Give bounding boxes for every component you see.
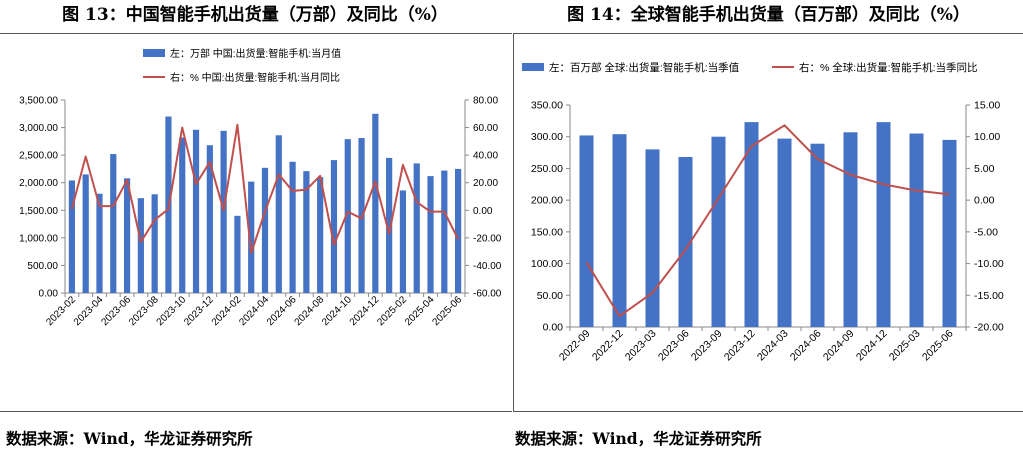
bar	[579, 135, 594, 327]
bar	[317, 177, 324, 293]
bar	[206, 145, 213, 293]
x-tick-label: 2023-03	[623, 328, 659, 364]
right-tick-label: 40.00	[473, 151, 498, 162]
left-tick-label: 150.00	[531, 226, 563, 238]
left-tick-label: 50.00	[537, 290, 563, 302]
left-tick-label: 500.00	[27, 261, 58, 272]
bar	[303, 171, 310, 293]
left-tick-label: 2,000.00	[19, 178, 58, 189]
global-chart-panel: 0.00 50.00 100.00 150.00 200.00 250.00 300.00 3…	[513, 33, 1023, 412]
x-tick-label: 2024-03	[755, 328, 791, 364]
china-chart-panel: 0.00 500.00 1,000.00 1,500.00 2,000.00 2,500.…	[0, 33, 512, 412]
bar	[234, 215, 241, 293]
right-tick-label: -5.00	[974, 226, 998, 238]
right-tick-label: 5.00	[974, 163, 995, 175]
left-tick-label: 1,000.00	[19, 233, 58, 244]
bar	[275, 135, 282, 293]
left-tick-label: 3,500.00	[19, 96, 58, 107]
x-tick-label: 2022-12	[590, 328, 626, 364]
x-tick-label: 2025-06	[430, 294, 464, 328]
bar	[137, 198, 144, 293]
bar	[645, 149, 660, 327]
bar	[68, 180, 75, 293]
bar	[711, 136, 726, 327]
bar	[289, 161, 296, 293]
right-tick-label: 0.00	[473, 206, 493, 217]
legend-bar-swatch	[522, 63, 544, 71]
bar	[441, 170, 448, 293]
bar	[123, 178, 131, 293]
left-tick-label: 3,000.00	[19, 123, 58, 134]
bar	[248, 181, 255, 293]
figure-13-title: 图 13：中国智能手机出货量（万部）及同比（%）	[62, 5, 448, 25]
bar	[777, 138, 792, 327]
bar	[110, 154, 117, 293]
left-tick-label: 300.00	[531, 131, 563, 143]
left-tick-label: 0.00	[39, 289, 59, 300]
bar	[82, 174, 89, 293]
bar	[151, 194, 158, 293]
bar	[744, 122, 759, 327]
figure-14-title: 图 14：全球智能手机出货量（百万部）及同比（%）	[567, 5, 970, 25]
legend-line-label: 右：% 中国:出货量:智能手机:当月同比	[170, 71, 340, 84]
left-tick-label: 1,500.00	[19, 206, 58, 217]
bar	[344, 139, 351, 293]
source-note-right: 数据来源：Wind，华龙证券研究所	[515, 429, 762, 448]
right-tick-label: -20.00	[473, 233, 502, 244]
bar	[612, 134, 627, 327]
china-shipments-chart: 0.00 500.00 1,000.00 1,500.00 2,000.00 2,500.…	[19, 47, 502, 328]
source-note-left: 数据来源：Wind，华龙证券研究所	[6, 429, 253, 448]
left-tick-label: 100.00	[531, 258, 563, 270]
bar	[909, 133, 924, 327]
x-tick-label: 2025-06	[920, 328, 956, 364]
legend-line-label: 右：% 全球:出货量:智能手机:当季同比	[799, 61, 978, 74]
bar	[386, 157, 393, 293]
right-tick-label: 10.00	[974, 131, 1000, 143]
x-tick-label: 2024-06	[788, 328, 824, 364]
bar	[261, 167, 269, 293]
left-tick-label: 200.00	[531, 195, 563, 207]
right-tick-label: -15.00	[974, 290, 1004, 302]
bar	[678, 157, 693, 327]
bar	[455, 168, 462, 293]
bar	[427, 176, 434, 293]
left-tick-label: 0.00	[543, 322, 564, 334]
x-tick-label: 2025-03	[887, 328, 923, 364]
right-tick-label: -20.00	[974, 322, 1004, 334]
bar	[810, 143, 825, 327]
bar	[399, 190, 407, 293]
legend-bar-swatch	[143, 49, 165, 57]
bar	[358, 138, 365, 293]
bar	[96, 193, 103, 293]
right-tick-label: 0.00	[974, 195, 995, 207]
right-tick-label: 80.00	[473, 96, 498, 107]
x-tick-label: 2023-09	[689, 328, 725, 364]
left-tick-label: 2,500.00	[19, 151, 58, 162]
legend-bar-label: 左：百万部 全球:出货量:智能手机:当季值	[549, 61, 740, 74]
bar	[942, 139, 957, 327]
right-tick-label: 60.00	[473, 123, 498, 134]
right-tick-label: -10.00	[974, 258, 1004, 270]
legend-bar-label: 左：万部 中国:出货量:智能手机:当月值	[170, 47, 341, 60]
yoy-line	[585, 124, 950, 318]
x-tick-label: 2024-09	[821, 328, 857, 364]
bar	[220, 130, 227, 293]
x-tick-label: 2023-12	[722, 328, 758, 364]
left-tick-label: 350.00	[531, 100, 563, 112]
right-tick-label: 15.00	[974, 100, 1000, 112]
bar	[192, 129, 200, 293]
right-tick-label: -40.00	[473, 261, 502, 272]
global-shipments-chart: 0.00 50.00 100.00 150.00 200.00 250.00 300.00 3…	[522, 61, 1004, 364]
x-tick-label: 2024-12	[854, 328, 890, 364]
right-tick-label: -60.00	[473, 289, 502, 300]
bar	[330, 160, 338, 293]
bar	[843, 132, 858, 327]
bar	[413, 163, 420, 293]
x-tick-label: 2023-06	[656, 328, 692, 364]
right-tick-label: 20.00	[473, 178, 498, 189]
bar	[876, 122, 891, 327]
bar	[179, 137, 186, 293]
left-tick-label: 250.00	[531, 163, 563, 175]
bar	[372, 113, 379, 293]
